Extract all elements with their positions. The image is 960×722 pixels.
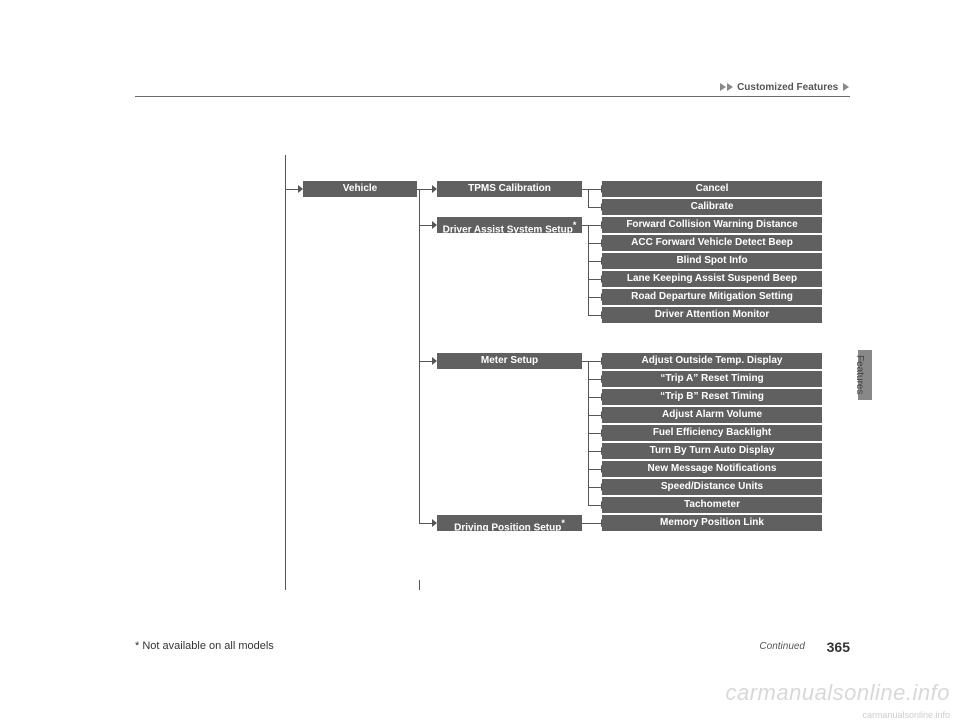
section-label: Features — [854, 355, 865, 394]
header-rule — [135, 96, 850, 97]
tree-node-level3: Blind Spot Info — [602, 253, 822, 269]
arrow-right-icon — [419, 217, 437, 233]
tree-node-level2: Meter Setup — [437, 353, 582, 369]
tree-node-level3: New Message Notifications — [602, 461, 822, 477]
footnote: * Not available on all models — [135, 640, 274, 652]
page-number: 365 — [827, 639, 850, 655]
tree-node-level3: “Trip A” Reset Timing — [602, 371, 822, 387]
continued-label: Continued — [759, 641, 805, 652]
arrow-right-icon — [419, 181, 437, 197]
watermark-small: carmanualsonline.info — [862, 710, 950, 720]
tree-node-level3: “Trip B” Reset Timing — [602, 389, 822, 405]
tree-node-level3: Memory Position Link — [602, 515, 822, 531]
tree-node-level3: Speed/Distance Units — [602, 479, 822, 495]
tree-node-level3: Forward Collision Warning Distance — [602, 217, 822, 233]
tree-node-level3: Adjust Alarm Volume — [602, 407, 822, 423]
tree-node-level3: Fuel Efficiency Backlight — [602, 425, 822, 441]
tree-node-level3: Cancel — [602, 181, 822, 197]
tree-node-level3: Tachometer — [602, 497, 822, 513]
tree-node-level2: TPMS Calibration — [437, 181, 582, 197]
watermark: carmanualsonline.info — [725, 680, 950, 706]
breadcrumb-text: Customized Features — [737, 82, 838, 93]
arrow-right-icon — [419, 515, 437, 531]
chevron-right-icon — [727, 83, 733, 91]
arrow-right-icon — [285, 181, 303, 197]
tree-node-level3: Driver Attention Monitor — [602, 307, 822, 323]
tree-node-level2: Driver Assist System Setup* — [437, 217, 582, 233]
tree-node-level1: Vehicle — [303, 181, 417, 197]
tree-node-level2: Driving Position Setup* — [437, 515, 582, 531]
tree-node-level3: Turn By Turn Auto Display — [602, 443, 822, 459]
tree-node-level3: Lane Keeping Assist Suspend Beep — [602, 271, 822, 287]
tree-node-level3: Road Departure Mitigation Setting — [602, 289, 822, 305]
tree-node-level3: ACC Forward Vehicle Detect Beep — [602, 235, 822, 251]
arrow-right-icon — [419, 353, 437, 369]
tree-node-level3: Calibrate — [602, 199, 822, 215]
chevron-right-icon — [720, 83, 726, 91]
chevron-right-icon — [843, 83, 849, 91]
breadcrumb: Customized Features — [720, 82, 850, 93]
tree-node-level3: Adjust Outside Temp. Display — [602, 353, 822, 369]
